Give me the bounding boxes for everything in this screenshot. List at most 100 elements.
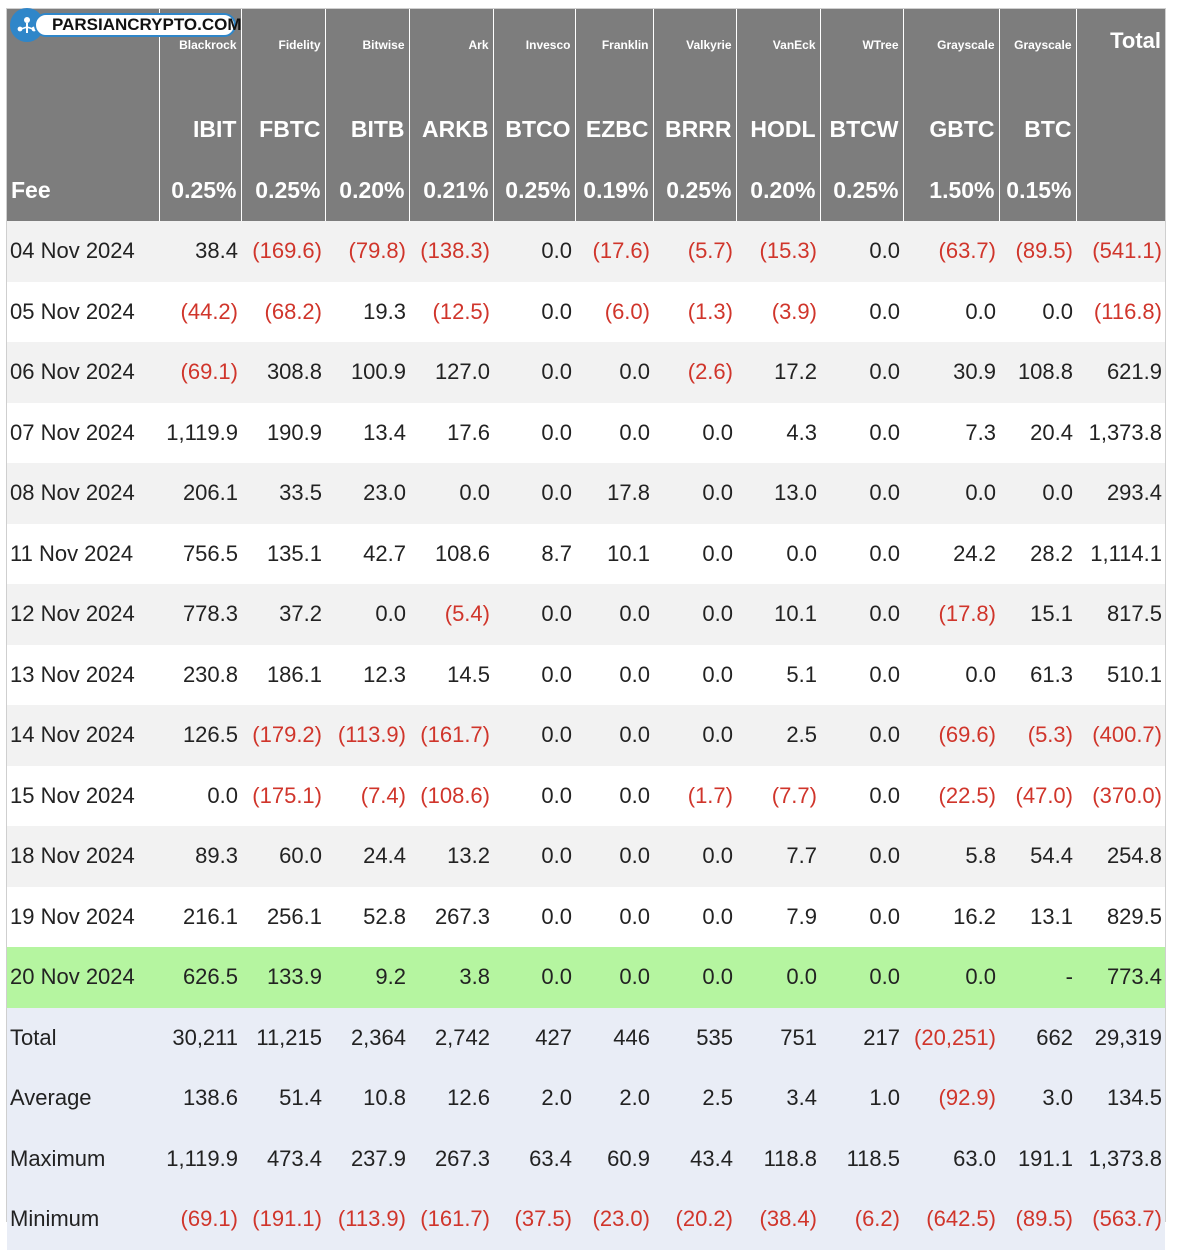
flow-value-cell: (12.5) — [409, 281, 493, 342]
flow-value-cell: 0.0 — [653, 886, 736, 947]
daily-flow-row: 18 Nov 2024 89.3 60.0 24.4 13.2 0.0 0.0 0.0 7.7 0… — [7, 826, 1165, 887]
flow-value-cell: 17.8 — [575, 463, 653, 524]
flow-value-cell: 3.4 — [736, 1068, 820, 1129]
flow-value-cell: 267.3 — [409, 1128, 493, 1189]
flow-value-cell: 38.4 — [159, 221, 241, 282]
ticker-header: GBTC — [903, 99, 1000, 160]
issuer-header: Bitwise — [325, 9, 410, 99]
ticker-corner-cell — [7, 99, 160, 160]
flow-value-cell: 0.0 — [493, 584, 575, 645]
flow-value-cell: 15.1 — [999, 584, 1076, 645]
row-total-cell: (400.7) — [1076, 705, 1165, 766]
daily-flow-row: 06 Nov 2024 (69.1) 308.8 100.9 127.0 0.0 0.0 (2… — [7, 342, 1165, 403]
daily-flow-row: 20 Nov 2024 626.5 133.9 9.2 3.8 0.0 0.0 0.0 0.0 0… — [7, 947, 1165, 1008]
flow-value-cell: (17.8) — [903, 584, 999, 645]
flow-value-cell: 0.0 — [653, 826, 736, 887]
flow-value-cell: 0.0 — [493, 705, 575, 766]
flow-value-cell: 2.0 — [493, 1068, 575, 1129]
flow-value-cell: (6.0) — [575, 281, 653, 342]
flow-value-cell: 1,119.9 — [159, 1128, 241, 1189]
flow-value-cell: 13.0 — [736, 463, 820, 524]
summary-row: Maximum 1,119.9 473.4 237.9 267.3 63.4 60.9 43.… — [7, 1128, 1165, 1189]
flow-value-cell: (175.1) — [241, 765, 325, 826]
flow-value-cell: 751 — [736, 1007, 820, 1068]
flow-value-cell: 0.0 — [820, 886, 903, 947]
flow-value-cell: 23.0 — [325, 463, 409, 524]
issuer-header: Invesco — [493, 9, 576, 99]
flow-value-cell: 17.2 — [736, 342, 820, 403]
ticker-total-cell — [1076, 99, 1165, 160]
ticker-header: BRRR — [653, 99, 737, 160]
flow-value-cell: 0.0 — [820, 765, 903, 826]
flow-value-cell: 0.0 — [820, 463, 903, 524]
flow-value-cell: 206.1 — [159, 463, 241, 524]
flow-value-cell: 2,742 — [409, 1007, 493, 1068]
flow-value-cell: 1.0 — [820, 1068, 903, 1129]
daily-flow-row: 13 Nov 2024 230.8 186.1 12.3 14.5 0.0 0.0 0.0 5.… — [7, 644, 1165, 705]
flow-table-body: 04 Nov 2024 38.4 (169.6) (79.8) (138.3) 0.0 (1… — [7, 221, 1165, 1250]
flow-value-cell: 0.0 — [575, 342, 653, 403]
summary-label: Minimum — [7, 1189, 159, 1250]
flow-value-cell: 42.7 — [325, 523, 409, 584]
row-total-cell: (116.8) — [1076, 281, 1165, 342]
flow-value-cell: 535 — [653, 1007, 736, 1068]
flow-value-cell: (20.2) — [653, 1189, 736, 1250]
flow-value-cell: 108.8 — [999, 342, 1076, 403]
daily-flow-row: 11 Nov 2024 756.5 135.1 42.7 108.6 8.7 10.1 0.0… — [7, 523, 1165, 584]
logo-text: PARSIANCRYPTO.COM — [34, 13, 242, 37]
flow-value-cell: 0.0 — [493, 221, 575, 282]
fee-cell: 0.20% — [325, 160, 410, 221]
issuer-header-row: Blackrock Fidelity Bitwise Ark Invesco F… — [7, 9, 1165, 99]
flow-value-cell: 13.2 — [409, 826, 493, 887]
flow-value-cell: 0.0 — [493, 644, 575, 705]
summary-label: Maximum — [7, 1128, 159, 1189]
flow-value-cell: 0.0 — [820, 826, 903, 887]
fee-cell: 0.25% — [653, 160, 737, 221]
flow-value-cell: 54.4 — [999, 826, 1076, 887]
flow-value-cell: (69.6) — [903, 705, 999, 766]
flow-value-cell: 118.8 — [736, 1128, 820, 1189]
flow-value-cell: (6.2) — [820, 1189, 903, 1250]
flow-value-cell: (47.0) — [999, 765, 1076, 826]
flow-value-cell: 0.0 — [820, 947, 903, 1008]
date-cell: 13 Nov 2024 — [7, 644, 159, 705]
flow-value-cell: 7.9 — [736, 886, 820, 947]
flow-value-cell: (5.7) — [653, 221, 736, 282]
flow-value-cell: 4.3 — [736, 402, 820, 463]
fee-cell: 0.25% — [493, 160, 576, 221]
ticker-header: BTCO — [493, 99, 576, 160]
flow-value-cell: 10.8 — [325, 1068, 409, 1129]
ticker-header: BITB — [325, 99, 410, 160]
flow-value-cell: 37.2 — [241, 584, 325, 645]
flow-value-cell: 0.0 — [493, 463, 575, 524]
flow-value-cell: 2.5 — [736, 705, 820, 766]
total-column-header: Total — [1076, 9, 1165, 99]
flow-value-cell: 217 — [820, 1007, 903, 1068]
fee-header-row: Fee 0.25% 0.25% 0.20% 0.21% 0.25% 0.19% … — [7, 160, 1165, 221]
row-total-cell: 254.8 — [1076, 826, 1165, 887]
flow-value-cell: 0.0 — [575, 705, 653, 766]
daily-flow-row: 08 Nov 2024 206.1 33.5 23.0 0.0 0.0 17.8 0.0 13.… — [7, 463, 1165, 524]
flow-value-cell: 0.0 — [736, 523, 820, 584]
flow-value-cell: (44.2) — [159, 281, 241, 342]
summary-label: Average — [7, 1068, 159, 1129]
daily-flow-row: 04 Nov 2024 38.4 (169.6) (79.8) (138.3) 0.0 (1… — [7, 221, 1165, 282]
flow-value-cell: 13.1 — [999, 886, 1076, 947]
flow-value-cell: 138.6 — [159, 1068, 241, 1129]
row-total-cell: (370.0) — [1076, 765, 1165, 826]
flow-value-cell: 0.0 — [493, 281, 575, 342]
date-cell: 20 Nov 2024 — [7, 947, 159, 1008]
flow-value-cell: 126.5 — [159, 705, 241, 766]
flow-value-cell: (191.1) — [241, 1189, 325, 1250]
flow-value-cell: (7.4) — [325, 765, 409, 826]
flow-value-cell: 0.0 — [820, 705, 903, 766]
flow-value-cell: 0.0 — [736, 947, 820, 1008]
flow-value-cell: (69.1) — [159, 342, 241, 403]
flow-value-cell: 108.6 — [409, 523, 493, 584]
flow-value-cell: 19.3 — [325, 281, 409, 342]
flow-value-cell: (5.4) — [409, 584, 493, 645]
row-total-cell: 293.4 — [1076, 463, 1165, 524]
row-total-cell: (541.1) — [1076, 221, 1165, 282]
flow-value-cell: 0.0 — [575, 584, 653, 645]
ticker-header: BTC — [999, 99, 1077, 160]
